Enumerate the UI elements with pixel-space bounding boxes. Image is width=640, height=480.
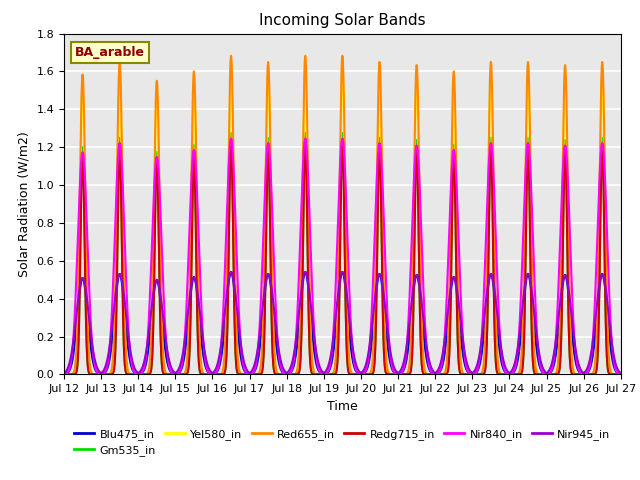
Y-axis label: Solar Radiation (W/m2): Solar Radiation (W/m2) (18, 131, 31, 277)
Gm535_in (227, 130, 235, 136)
Nir840_in (617, 372, 625, 377)
Red655_in (179, 372, 187, 377)
Redg715_in (269, 347, 276, 353)
Nir945_in (499, 353, 506, 359)
Yel580_in (419, 365, 427, 371)
Red655_in (269, 278, 276, 284)
Yel580_in (269, 312, 276, 318)
Redg715_in (615, 372, 623, 377)
Line: Nir945_in: Nir945_in (64, 272, 621, 373)
Nir840_in (60, 372, 68, 377)
Red655_in (615, 372, 623, 377)
Line: Red655_in: Red655_in (64, 56, 621, 374)
Nir840_in (499, 359, 506, 364)
Red655_in (227, 53, 235, 59)
Blu475_in (615, 371, 623, 377)
Text: BA_arable: BA_arable (75, 46, 145, 59)
Redg715_in (419, 371, 427, 376)
Blu475_in (179, 360, 187, 366)
Line: Blu475_in: Blu475_in (64, 272, 621, 374)
Gm535_in (173, 372, 181, 377)
Nir945_in (227, 269, 235, 275)
X-axis label: Time: Time (327, 400, 358, 413)
Blu475_in (617, 372, 625, 377)
Yel580_in (173, 372, 181, 377)
Nir840_in (173, 371, 181, 377)
Gm535_in (615, 372, 623, 377)
Gm535_in (60, 372, 68, 377)
Gm535_in (499, 372, 506, 377)
Nir945_in (179, 348, 187, 354)
Red655_in (173, 372, 181, 377)
Yel580_in (499, 372, 506, 377)
Title: Incoming Solar Bands: Incoming Solar Bands (259, 13, 426, 28)
Line: Gm535_in: Gm535_in (64, 133, 621, 374)
Redg715_in (60, 372, 68, 377)
Nir840_in (615, 371, 623, 377)
Nir945_in (420, 315, 428, 321)
Blu475_in (134, 372, 142, 377)
Nir945_in (60, 370, 68, 376)
Line: Yel580_in: Yel580_in (64, 69, 621, 374)
Redg715_in (179, 372, 187, 377)
Legend: Blu475_in, Gm535_in, Yel580_in, Red655_in, Redg715_in, Nir840_in, Nir945_in: Blu475_in, Gm535_in, Yel580_in, Red655_i… (70, 424, 615, 460)
Gm535_in (419, 371, 427, 376)
Nir945_in (173, 369, 181, 374)
Gm535_in (179, 372, 187, 377)
Blu475_in (173, 371, 181, 377)
Redg715_in (499, 372, 506, 377)
Line: Nir840_in: Nir840_in (64, 139, 621, 374)
Nir840_in (227, 136, 235, 142)
Red655_in (60, 372, 68, 377)
Blu475_in (60, 372, 68, 377)
Nir840_in (269, 219, 276, 225)
Yel580_in (227, 66, 235, 72)
Nir945_in (134, 370, 142, 376)
Gm535_in (617, 372, 625, 377)
Blu475_in (269, 301, 276, 307)
Nir945_in (269, 293, 276, 299)
Redg715_in (227, 136, 235, 142)
Blu475_in (420, 329, 428, 335)
Blu475_in (499, 363, 506, 369)
Nir840_in (179, 353, 187, 359)
Redg715_in (617, 372, 625, 377)
Yel580_in (615, 372, 623, 377)
Red655_in (419, 354, 427, 360)
Yel580_in (60, 372, 68, 377)
Nir840_in (420, 285, 428, 291)
Nir945_in (615, 369, 623, 374)
Gm535_in (269, 347, 276, 352)
Nir945_in (617, 370, 625, 376)
Redg715_in (173, 372, 181, 377)
Red655_in (499, 372, 506, 377)
Yel580_in (617, 372, 625, 377)
Yel580_in (179, 372, 187, 377)
Nir840_in (134, 372, 142, 377)
Blu475_in (227, 269, 235, 275)
Line: Redg715_in: Redg715_in (64, 139, 621, 374)
Red655_in (617, 372, 625, 377)
